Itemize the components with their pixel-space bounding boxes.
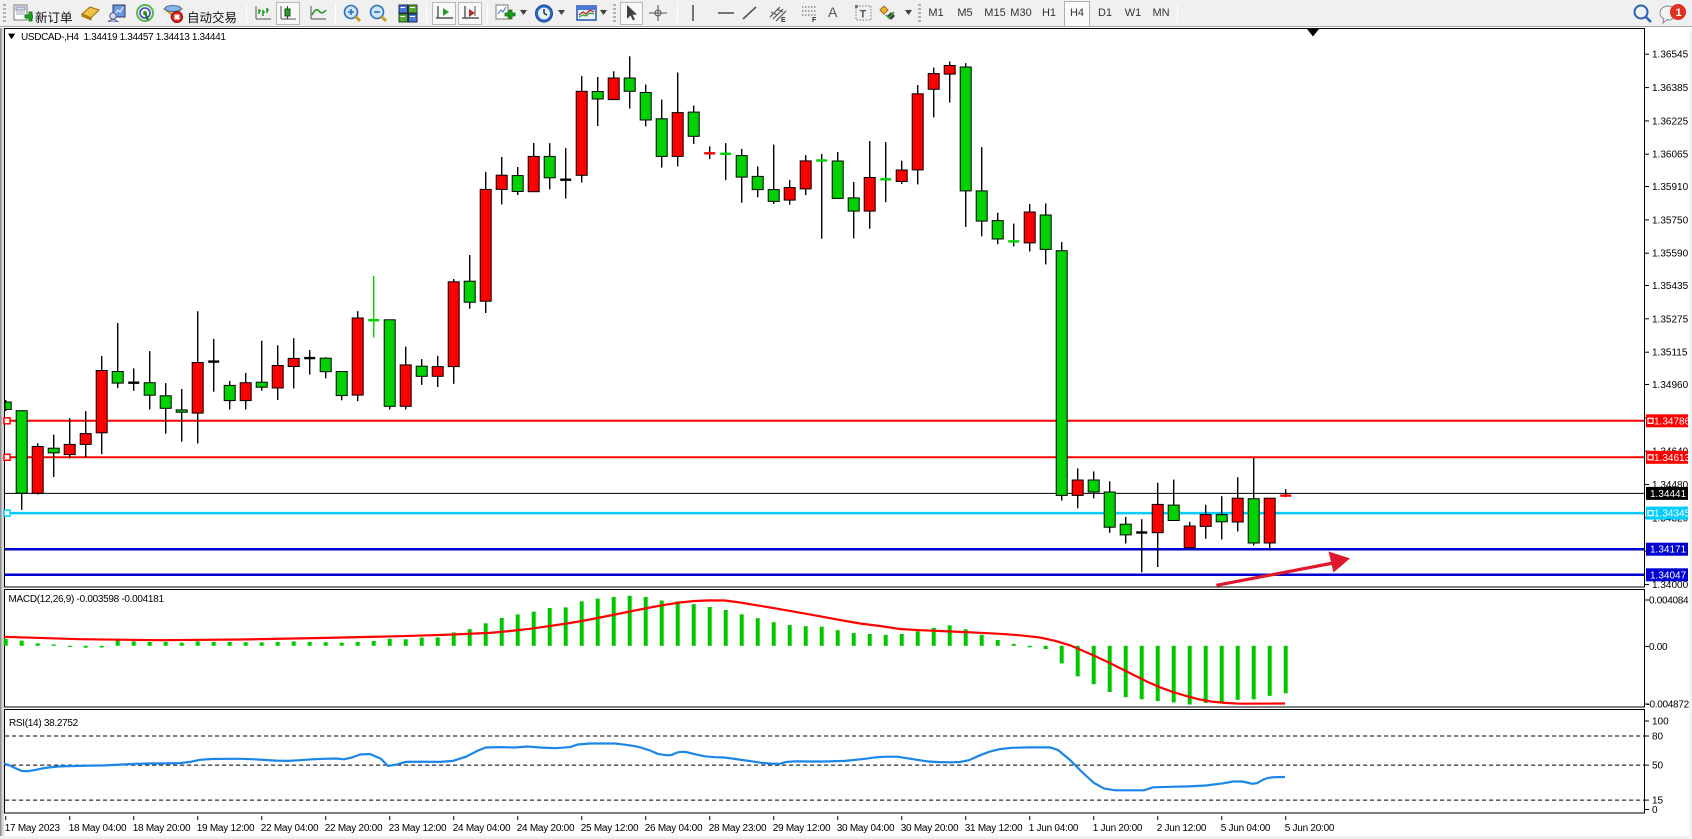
svg-text:25 May 12:00: 25 May 12:00 [581,823,639,834]
svg-text:100: 100 [1652,717,1669,728]
svg-text:0: 0 [1652,805,1658,816]
svg-text:USDCAD-,H4 1.34419 1.34457 1.: USDCAD-,H4 1.34419 1.34457 1.34413 1.344… [21,32,226,43]
svg-text:RSI(14) 38.2752: RSI(14) 38.2752 [9,718,79,729]
svg-text:29 May 12:00: 29 May 12:00 [773,823,831,834]
svg-text:1.34441: 1.34441 [1650,489,1687,500]
svg-text:30 May 04:00: 30 May 04:00 [837,823,895,834]
svg-text:28 May 23:00: 28 May 23:00 [709,823,767,834]
svg-text:1.36545: 1.36545 [1652,50,1689,61]
svg-text:1: 1 [1676,7,1682,19]
svg-text:1.34000: 1.34000 [1652,580,1689,591]
svg-text:1.34613: 1.34613 [1654,453,1691,464]
svg-text:23 May 12:00: 23 May 12:00 [389,823,447,834]
svg-text:1.34047: 1.34047 [1650,570,1687,581]
svg-text:2 Jun 12:00: 2 Jun 12:00 [1157,823,1207,834]
svg-text:18 May 04:00: 18 May 04:00 [69,823,127,834]
svg-text:5 Jun 04:00: 5 Jun 04:00 [1221,823,1271,834]
svg-text:50: 50 [1652,761,1664,772]
svg-text:31 May 12:00: 31 May 12:00 [965,823,1023,834]
svg-text:E: E [781,17,786,23]
svg-text:1.34786: 1.34786 [1654,416,1691,427]
svg-text:1.34345: 1.34345 [1654,509,1691,520]
svg-text:80: 80 [1652,732,1664,743]
svg-text:0.00: 0.00 [1649,642,1668,653]
svg-text:1.35275: 1.35275 [1652,314,1689,325]
svg-text:1 Jun 04:00: 1 Jun 04:00 [1029,823,1079,834]
svg-text:1.35910: 1.35910 [1652,182,1689,193]
svg-text:30 May 20:00: 30 May 20:00 [901,823,959,834]
svg-text:24 May 20:00: 24 May 20:00 [517,823,575,834]
svg-text:F: F [812,17,817,23]
svg-text:MACD(12,26,9) -0.003598 -0.004: MACD(12,26,9) -0.003598 -0.004181 [9,594,165,605]
svg-text:1.35435: 1.35435 [1652,281,1689,292]
svg-text:17 May 2023: 17 May 2023 [5,823,61,834]
svg-text:-0.004872: -0.004872 [1647,700,1690,711]
svg-text:5 Jun 20:00: 5 Jun 20:00 [1285,823,1335,834]
svg-text:1.34480: 1.34480 [1652,480,1689,491]
svg-text:22 May 20:00: 22 May 20:00 [325,823,383,834]
svg-text:24 May 04:00: 24 May 04:00 [453,823,511,834]
svg-text:19 May 12:00: 19 May 12:00 [197,823,255,834]
svg-text:26 May 04:00: 26 May 04:00 [645,823,703,834]
svg-text:1.35750: 1.35750 [1652,215,1689,226]
svg-text:1.34960: 1.34960 [1652,380,1689,391]
svg-text:22 May 04:00: 22 May 04:00 [261,823,319,834]
svg-text:T: T [860,9,867,21]
svg-text:1.34171: 1.34171 [1650,545,1687,556]
svg-text:18 May 20:00: 18 May 20:00 [133,823,191,834]
svg-text:0.004084: 0.004084 [1649,596,1689,607]
svg-text:1.36225: 1.36225 [1652,116,1689,127]
svg-text:1.36385: 1.36385 [1652,83,1689,94]
svg-text:1.35590: 1.35590 [1652,249,1689,260]
svg-text:15: 15 [1652,796,1664,807]
svg-text:1.35115: 1.35115 [1652,348,1688,359]
svg-text:1 Jun 20:00: 1 Jun 20:00 [1093,823,1143,834]
svg-text:1.36065: 1.36065 [1652,150,1689,161]
